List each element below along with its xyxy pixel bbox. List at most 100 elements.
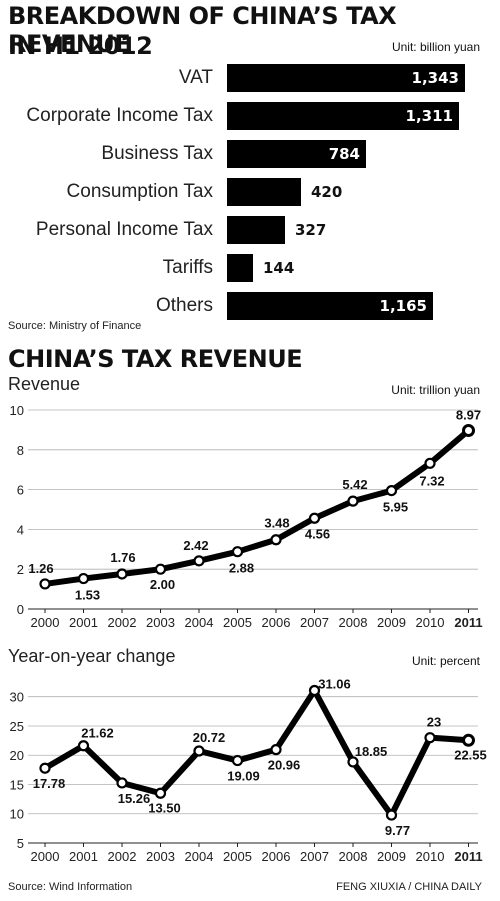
x-tick-label: 2004 <box>185 849 214 864</box>
revenue-chart-unit: Unit: trillion yuan <box>391 383 480 397</box>
data-point <box>270 744 282 756</box>
bar-chart-source: Source: Ministry of Finance <box>8 320 142 332</box>
x-tick-label: 2008 <box>339 615 368 630</box>
data-label: 31.06 <box>318 677 351 692</box>
data-point <box>193 745 205 757</box>
x-tick-label: 2006 <box>262 615 291 630</box>
revenue-section-title: CHINA’S TAX REVENUE <box>8 345 303 373</box>
data-label: 8.97 <box>456 407 481 422</box>
yoy-chart-unit: Unit: percent <box>411 654 480 668</box>
data-label: 9.77 <box>385 823 410 838</box>
bar-chart-title-line2: IN H1 2012 <box>8 32 153 60</box>
tax-breakdown-bar-chart: VAT 1,343 Corporate Income Tax 1,311 Busines… <box>0 0 500 330</box>
x-tick-label: 2000 <box>31 849 60 864</box>
data-label: 1.76 <box>110 550 135 565</box>
data-label: 5.95 <box>383 500 408 515</box>
x-tick-label: 2010 <box>416 615 445 630</box>
data-label: 2.42 <box>183 538 208 553</box>
data-label: 22.55 <box>454 747 487 762</box>
data-point <box>385 484 398 497</box>
x-tick-label: 2010 <box>416 849 445 864</box>
data-point <box>154 563 167 575</box>
data-label: 15.26 <box>118 791 151 806</box>
bar-value-label: 784 <box>328 145 360 163</box>
series-line <box>42 427 472 587</box>
data-label: 2.00 <box>150 577 175 592</box>
y-tick-label: 15 <box>10 777 24 792</box>
bar <box>227 140 366 168</box>
y-tick-label: 10 <box>10 807 24 822</box>
x-tick-label: 2004 <box>185 615 214 630</box>
data-point <box>154 787 167 799</box>
data-point <box>231 546 244 558</box>
data-label: 1.26 <box>28 561 53 576</box>
data-label: 19.09 <box>227 769 260 784</box>
bar-value-label: 327 <box>295 221 327 239</box>
data-point <box>462 423 475 437</box>
series-line <box>42 687 472 819</box>
data-point <box>347 756 359 768</box>
data-point <box>77 740 90 752</box>
data-point <box>39 762 51 774</box>
data-label: 13.50 <box>148 800 181 815</box>
bar <box>227 292 433 320</box>
bar <box>227 254 253 282</box>
yoy-line-chart: 5 10 15 20 25 30 2000 2001 2002 2003 2004 2005 2006 2… <box>10 677 487 864</box>
bar-value-label: 1,311 <box>405 107 453 125</box>
x-tick-label: 2011 <box>454 615 482 630</box>
data-point <box>193 555 205 567</box>
bar <box>227 178 301 206</box>
data-label: 23 <box>427 715 441 730</box>
y-tick-label: 6 <box>17 483 24 498</box>
x-tick-label: 2000 <box>31 615 60 630</box>
bar-category-label: VAT <box>178 67 213 88</box>
bar-category-label: Corporate Income Tax <box>26 105 213 126</box>
y-tick-label: 0 <box>17 602 24 617</box>
y-tick-label: 30 <box>10 690 24 705</box>
bar-category-label: Consumption Tax <box>66 181 213 202</box>
x-tick-label: 2007 <box>300 849 329 864</box>
data-label: 21.62 <box>81 726 114 741</box>
bar-value-label: 420 <box>311 183 343 201</box>
x-tick-label: 2006 <box>262 849 291 864</box>
y-tick-label: 2 <box>17 562 24 577</box>
data-label: 2.88 <box>229 561 254 576</box>
revenue-line-chart: 0 2 4 6 8 10 2000 2001 2002 2003 2004 2005 2006 2007 2… <box>10 403 483 630</box>
x-tick-label: 2003 <box>146 615 175 630</box>
data-label: 17.78 <box>33 776 66 791</box>
data-label: 4.56 <box>305 526 330 541</box>
x-tick-label: 2005 <box>223 615 252 630</box>
x-tick-label: 2007 <box>300 615 329 630</box>
y-tick-label: 20 <box>10 748 24 763</box>
x-tick-label: 2005 <box>223 849 252 864</box>
bar-chart-unit: Unit: billion yuan <box>391 40 480 54</box>
data-point <box>462 733 475 747</box>
data-point <box>347 495 359 507</box>
x-tick-label: 2009 <box>377 615 406 630</box>
data-point <box>424 457 436 469</box>
data-point <box>116 568 128 580</box>
revenue-chart-label: Revenue <box>8 374 81 394</box>
bar <box>227 64 465 92</box>
x-tick-label: 2009 <box>377 849 406 864</box>
data-point <box>424 732 436 744</box>
data-point <box>231 754 244 767</box>
data-point <box>385 809 398 821</box>
x-tick-label: 2011 <box>454 849 482 864</box>
x-tick-label: 2001 <box>69 615 98 630</box>
bar-category-label: Personal Income Tax <box>35 219 213 240</box>
bar-category-label: Others <box>155 295 213 316</box>
bar <box>227 102 459 130</box>
data-label: 7.32 <box>419 473 444 488</box>
data-point <box>308 684 321 697</box>
data-label: 20.96 <box>268 758 301 773</box>
data-point <box>39 578 51 590</box>
data-label: 3.48 <box>264 516 289 531</box>
y-tick-label: 10 <box>10 403 24 418</box>
data-point <box>116 777 128 789</box>
y-tick-label: 25 <box>10 719 24 734</box>
x-tick-label: 2002 <box>108 849 137 864</box>
bar-value-label: 144 <box>263 259 295 277</box>
y-tick-label: 4 <box>17 522 24 537</box>
y-tick-label: 5 <box>17 836 24 851</box>
